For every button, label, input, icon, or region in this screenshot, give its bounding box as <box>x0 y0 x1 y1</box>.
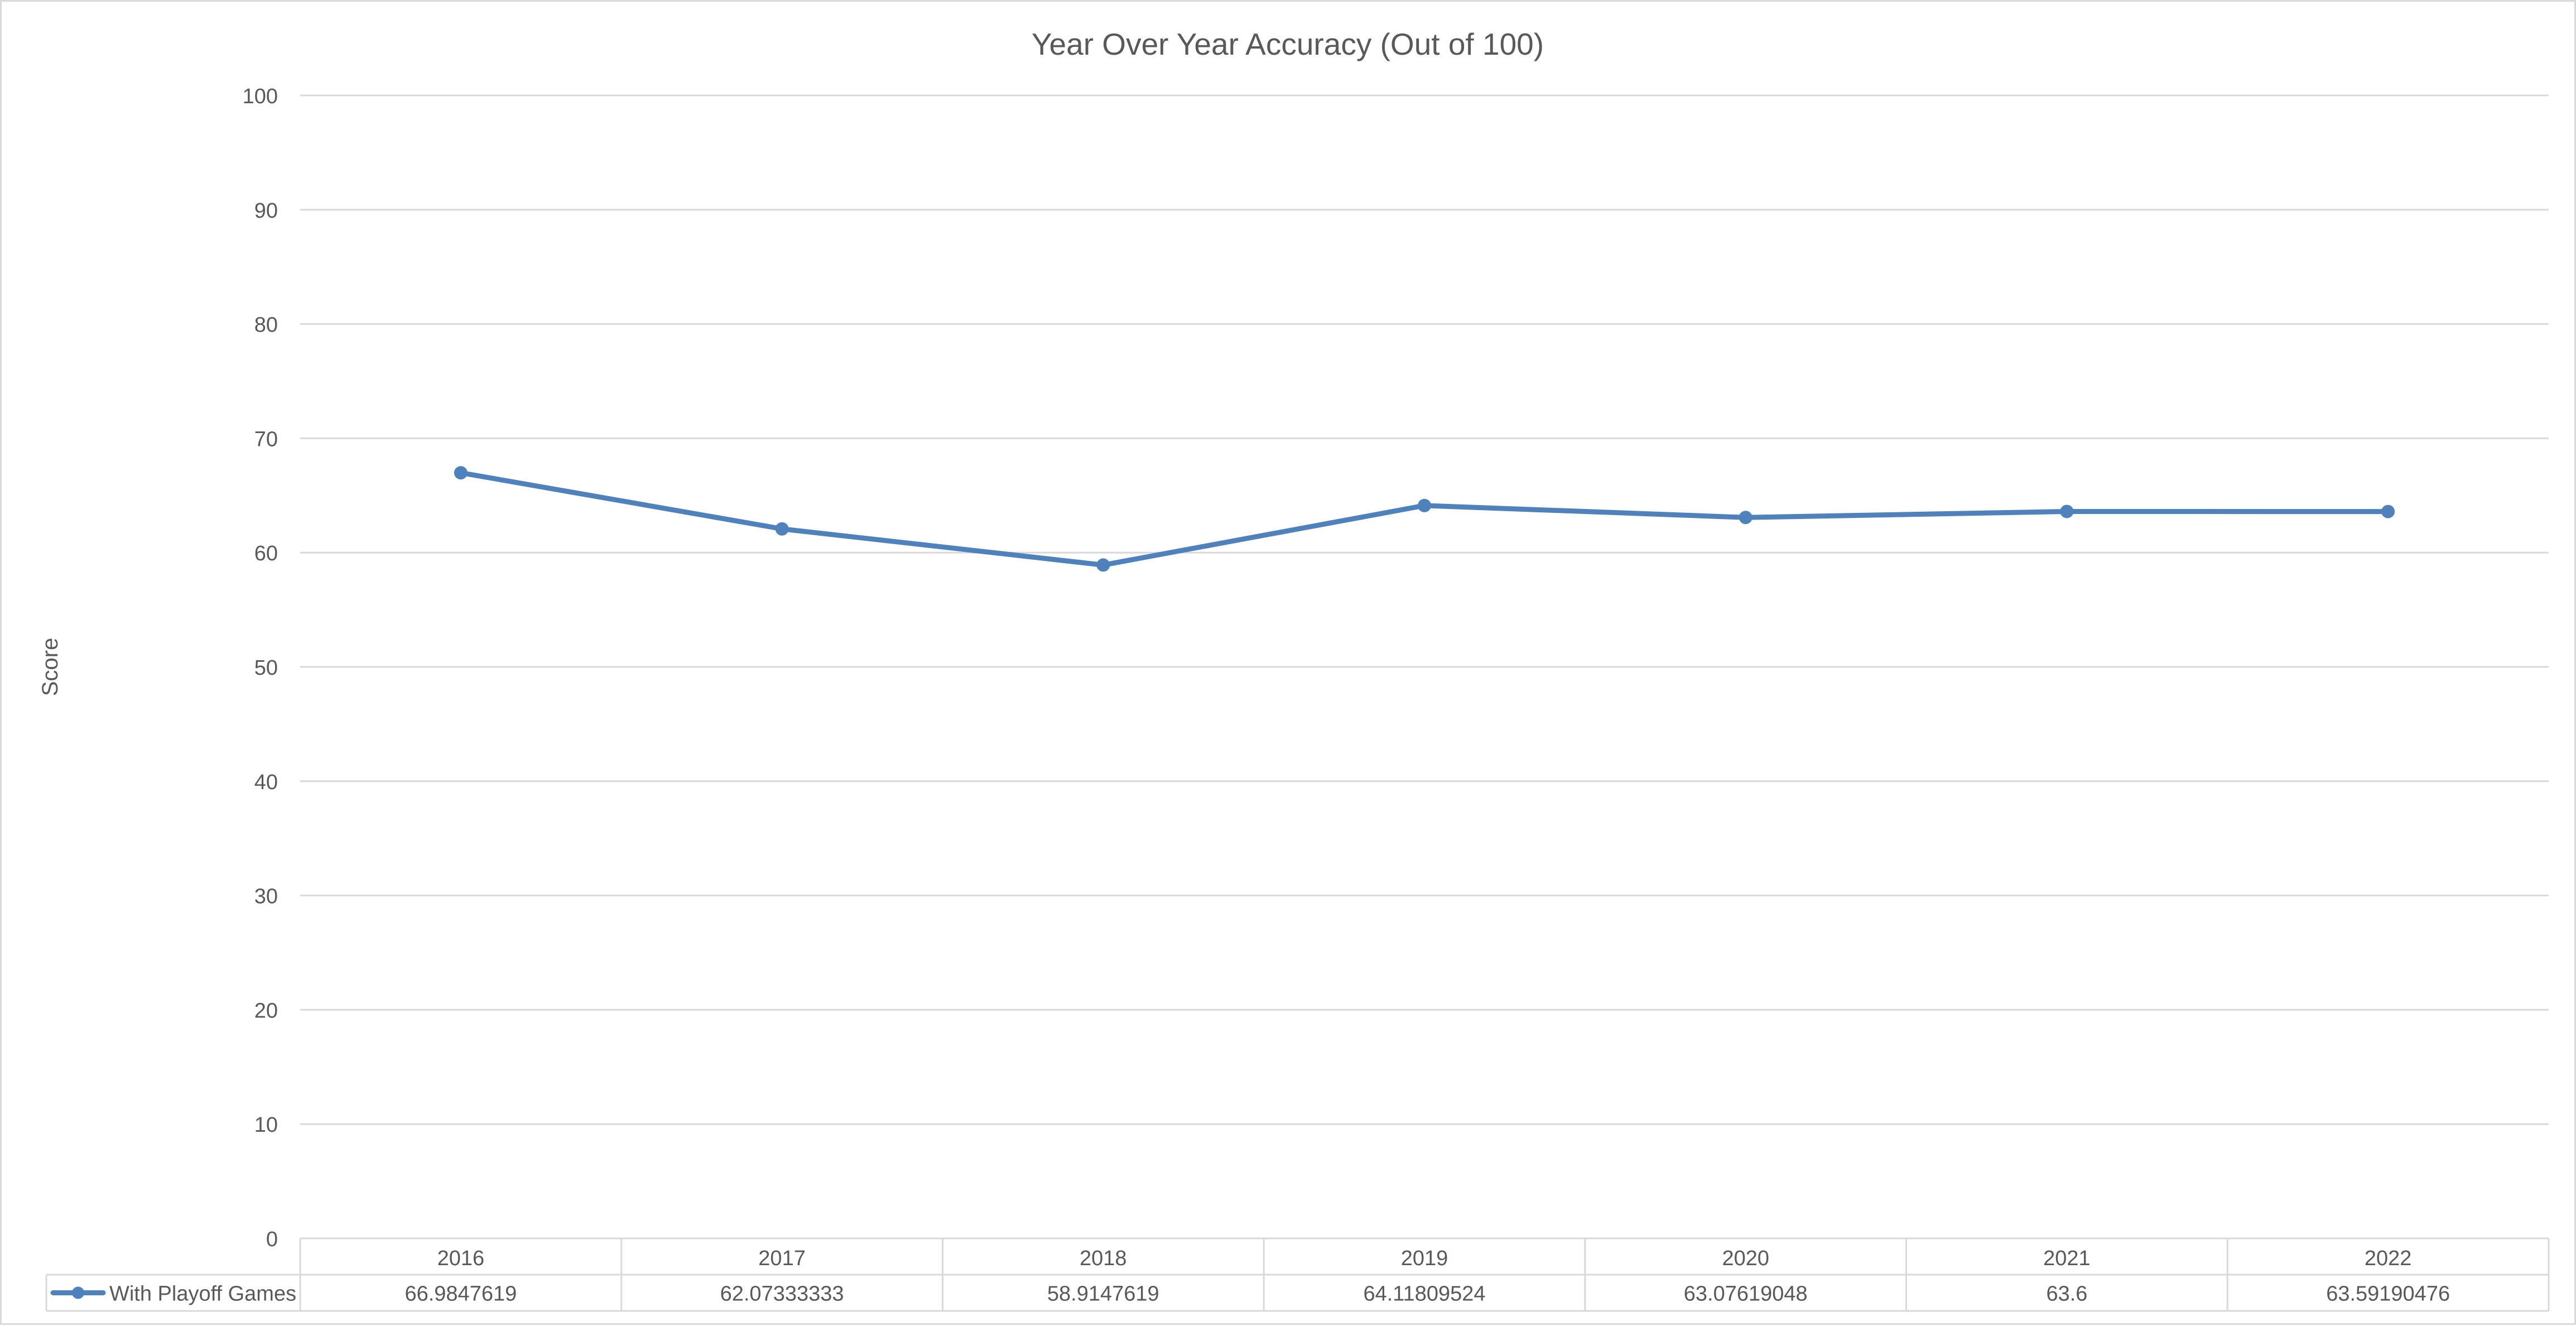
data-table-value: 62.07333333 <box>720 1282 844 1306</box>
data-table-value: 64.11809524 <box>1363 1282 1485 1306</box>
data-point <box>2060 505 2074 518</box>
data-point <box>1418 498 1431 512</box>
y-tick-label: 90 <box>254 199 278 223</box>
y-tick-label: 60 <box>254 542 278 565</box>
y-tick-label: 30 <box>254 885 278 909</box>
x-tick-label: 2019 <box>1401 1247 1448 1270</box>
x-tick-label: 2016 <box>437 1247 485 1270</box>
x-tick-label: 2020 <box>1722 1247 1769 1270</box>
series-layer <box>454 466 2395 572</box>
y-tick-label: 50 <box>254 656 278 680</box>
y-tick-label: 70 <box>254 427 278 451</box>
data-table-value: 66.9847619 <box>405 1282 517 1306</box>
x-tick-label: 2017 <box>758 1247 806 1270</box>
data-point <box>454 466 468 480</box>
data-point <box>1096 558 1110 572</box>
data-table: 2016 2017 2018 2019 2020 2021 2022 With Playoff… <box>45 1237 2550 1312</box>
y-tick-label: 0 <box>266 1228 278 1251</box>
y-tick-label: 80 <box>254 314 278 337</box>
y-tick-labels: 0 10 20 30 40 50 60 70 80 90 100 <box>243 85 278 1251</box>
data-table-value: 58.9147619 <box>1047 1282 1159 1306</box>
data-point <box>2381 505 2395 518</box>
data-table-value: 63.07619048 <box>1684 1282 1808 1306</box>
data-table-value: 63.59190476 <box>2326 1282 2450 1306</box>
x-tick-label: 2022 <box>2365 1247 2412 1270</box>
chart-title: Year Over Year Accuracy (Out of 100) <box>1032 27 1544 61</box>
legend-marker-key <box>72 1286 84 1299</box>
y-tick-label: 40 <box>254 771 278 794</box>
gridlines <box>300 94 2549 1125</box>
data-point <box>775 522 789 536</box>
x-tick-label: 2021 <box>2043 1247 2091 1270</box>
series-line <box>458 470 2391 568</box>
y-axis-label: Score <box>38 638 62 696</box>
data-table-value: 63.6 <box>2046 1282 2087 1306</box>
legend-series-name: With Playoff Games <box>109 1282 296 1306</box>
data-point <box>1739 511 1752 525</box>
y-tick-label: 10 <box>254 1113 278 1137</box>
y-tick-label: 20 <box>254 999 278 1022</box>
x-tick-label: 2018 <box>1080 1247 1127 1270</box>
y-tick-label: 100 <box>243 85 278 108</box>
